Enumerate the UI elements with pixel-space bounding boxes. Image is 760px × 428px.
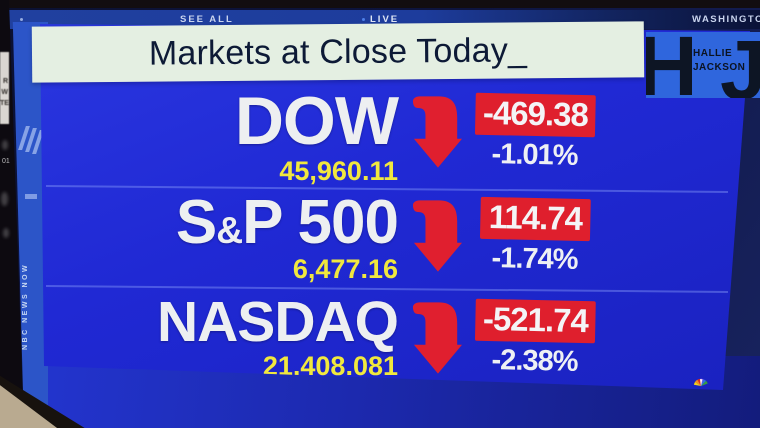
change-badge: 114.74 [480,196,591,242]
market-row-nasdaq: NASDAQ 21,408.081 -521.74 -2.38% [64,290,605,382]
change-block: -521.74 -2.38% [465,298,605,380]
bg-smudge [2,140,8,150]
rail-dash-icon [25,194,37,199]
change-block: -469.38 -1.01% [465,92,605,174]
index-block: NASDAQ 21,408.081 [156,290,399,382]
location-label: WASHINGTON [692,14,760,25]
floor-corner [0,370,92,428]
markets-panel: DOW 45,960.11 -469.38 -1.01% S&P 500 6, [40,24,750,390]
index-block: S&P 500 6,477.16 [175,188,399,285]
index-name: NASDAQ [156,290,399,354]
tv-screen: SEE ALL LIVE WASHINGTON NBC NEWS NOW DOW… [8,8,760,428]
badge-initial-j: J [720,32,760,98]
index-last-value: 45,960.11 [279,155,398,186]
live-label: LIVE [370,14,400,25]
change-badge: -469.38 [474,92,597,138]
change-percent: -1.01% [491,138,578,172]
index-block: DOW 45,960.11 [234,83,399,187]
change-percent: -2.38% [491,344,578,378]
change-percent: -1.74% [491,242,578,276]
host-first-name: HALLIE [693,48,733,59]
bg-fragment-line: W [1,89,8,97]
strip-dot-icon [20,18,23,21]
index-name: DOW [234,83,399,159]
market-row-sp500: S&P 500 6,477.16 114.74 -1.74% [64,188,605,285]
bg-smudge [3,228,9,238]
peacock-icon [692,374,710,389]
market-row-dow: DOW 45,960.11 -469.38 -1.01% [64,83,605,187]
network-vertical-label: NBC NEWS NOW [22,262,29,350]
header-bar: Markets at Close Today_ [31,21,645,83]
see-all-label: SEE ALL [180,14,234,25]
down-arrow-icon [412,300,462,381]
host-badge: H J HALLIE JACKSON [646,32,760,98]
page-title: Markets at Close Today_ [148,30,528,73]
bg-smudge [1,192,8,206]
host-last-name: JACKSON [693,61,746,73]
index-name: S&P 500 [175,188,399,257]
down-arrow-icon [412,198,462,279]
change-block: 114.74 -1.74% [465,196,605,278]
index-last-value: 6,477.16 [292,254,398,285]
bg-fragment-number: 01 [2,158,10,165]
down-arrow-icon [412,94,462,175]
bg-fragment-line: R [2,78,8,85]
bg-fragment-card: R W TE [0,52,9,124]
bg-fragment-line: TE [0,100,9,108]
badge-initial-h: H [646,32,698,98]
host-name: HALLIE JACKSON [693,47,745,74]
change-badge: -521.74 [474,298,597,344]
live-dot-icon [362,18,365,21]
